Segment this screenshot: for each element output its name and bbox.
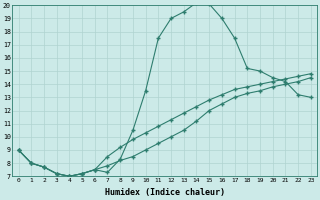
X-axis label: Humidex (Indice chaleur): Humidex (Indice chaleur) [105, 188, 225, 197]
